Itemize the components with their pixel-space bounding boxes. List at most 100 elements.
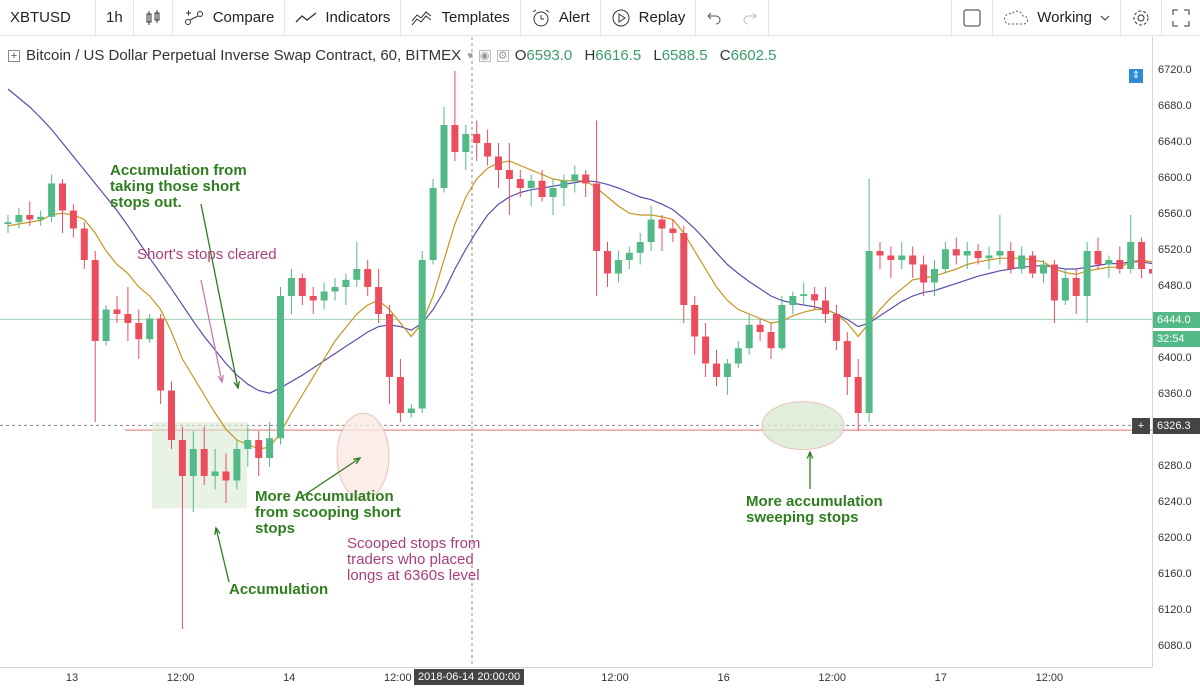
candle-body [1061, 278, 1069, 301]
candle-body [767, 332, 775, 349]
arrow-to-stops-taken [200, 203, 239, 389]
open-value: 6593.0 [526, 47, 573, 64]
candle-body [1029, 255, 1037, 274]
candle-body [168, 390, 175, 440]
candle-body [277, 296, 284, 439]
accumulation-zone [152, 422, 247, 509]
indicators-icon [295, 9, 317, 27]
candle-body [778, 305, 786, 349]
price-axis[interactable]: ⇕ [1129, 37, 1200, 667]
compare-icon [183, 9, 205, 27]
eye-icon[interactable]: ◉ [478, 49, 491, 62]
stop-sweep-ellipse-2 [761, 401, 845, 451]
fullscreen-button[interactable] [1161, 0, 1200, 36]
candle-body [15, 215, 23, 223]
chevron-down-icon [1100, 13, 1110, 23]
candle-body [549, 188, 557, 197]
candle-body [582, 174, 590, 184]
cloud-icon [1003, 9, 1029, 27]
candle-body [320, 291, 328, 301]
scale-arrows-icon[interactable]: ⇕ [1129, 69, 1143, 83]
add-alert-plus-icon[interactable]: + [1132, 418, 1150, 434]
candle-body [702, 336, 710, 364]
candlestick-chart [0, 37, 1152, 667]
candle-body [37, 216, 45, 220]
price-tick-label: 6080.0 [1158, 640, 1192, 652]
candle-body [963, 251, 971, 256]
expand-icon [1172, 9, 1190, 27]
replay-button[interactable]: Replay [601, 0, 697, 36]
arrow-to-accumulation-head [214, 526, 221, 536]
price-tick-label: 6560.0 [1158, 208, 1192, 220]
settings-button[interactable] [1120, 0, 1161, 36]
arrow-to-scooped-stops-head [353, 457, 362, 465]
candle-body [734, 348, 742, 364]
candle-body [146, 318, 154, 340]
annotation-sweeping-stops: More accumulation sweeping stops [746, 493, 883, 526]
candle-body [69, 210, 77, 229]
arrow-to-stops-cleared [200, 279, 223, 383]
candle-body [48, 183, 56, 217]
time-tick-label: 12:00 [166, 672, 195, 684]
gear-small-icon[interactable]: ⚙ [496, 49, 509, 62]
candle-body [832, 314, 840, 341]
time-tick-label: 12:00 [601, 672, 629, 684]
collapse-legend-icon[interactable]: + [8, 49, 20, 62]
close-label: C [719, 47, 731, 64]
price-tick-label: 6400.0 [1158, 352, 1192, 364]
templates-button[interactable]: Templates [401, 0, 521, 36]
candle-body [647, 219, 655, 242]
interval-button[interactable]: 1h [96, 0, 134, 36]
candle-body [713, 363, 720, 377]
candle-body [429, 188, 437, 260]
candle-body [1007, 251, 1015, 269]
price-tick-label: 6680.0 [1158, 100, 1192, 112]
time-tick-label: 16 [717, 672, 730, 684]
annotation-accumulation-short-stops: Accumulation from taking those short sto… [110, 162, 247, 211]
indicators-button[interactable]: Indicators [285, 0, 402, 36]
undo-button[interactable] [696, 0, 732, 36]
chart-plot-area[interactable] [0, 37, 1152, 667]
arrow-to-accumulation [215, 527, 230, 583]
price-tick-label: 6120.0 [1158, 604, 1192, 616]
alert-button[interactable]: Alert [521, 0, 601, 36]
gear-icon [1131, 8, 1151, 28]
compare-button[interactable]: Compare [173, 0, 286, 36]
arrow-to-stops-taken-head [233, 381, 241, 390]
interval-label: 1h [106, 9, 123, 26]
candles-icon [144, 9, 162, 27]
symbol-search-button[interactable]: XBTUSD [0, 0, 96, 36]
candle-body [59, 183, 66, 211]
layout-button[interactable]: Working [992, 0, 1120, 36]
candle-body [396, 377, 404, 413]
chart-type-button[interactable] [134, 0, 173, 36]
candle-body [1083, 251, 1091, 296]
moving-average-slow-line [7, 88, 1152, 394]
candle-body [113, 309, 121, 314]
undo-icon [706, 10, 722, 26]
alarm-clock-icon [531, 8, 551, 28]
time-axis[interactable] [0, 667, 1152, 693]
candle-body [1094, 251, 1102, 265]
annotation-accumulation: Accumulation [229, 581, 329, 598]
fullscreen-select-button[interactable] [951, 0, 992, 36]
time-tick-label: 14 [283, 672, 296, 684]
redo-button[interactable] [732, 0, 770, 36]
candle-body [571, 174, 579, 181]
candle-body [974, 251, 982, 259]
dropdown-arrow-icon[interactable]: ▾ [467, 50, 473, 62]
symbol-label: XBTUSD [10, 9, 71, 26]
candle-body [909, 255, 917, 265]
candle-body [1105, 260, 1113, 265]
replay-icon [611, 8, 631, 28]
time-tick-label: 12:00 [818, 672, 846, 684]
candle-body [484, 143, 492, 157]
candle-body [1040, 264, 1047, 274]
cursor-price-tag: 6326.3 [1153, 418, 1200, 434]
price-tick-label: 6720.0 [1158, 64, 1192, 76]
candle-body [516, 179, 524, 188]
candle-body [124, 314, 132, 323]
redo-icon [742, 10, 758, 26]
candle-body [244, 440, 252, 449]
candle-body [931, 269, 938, 283]
